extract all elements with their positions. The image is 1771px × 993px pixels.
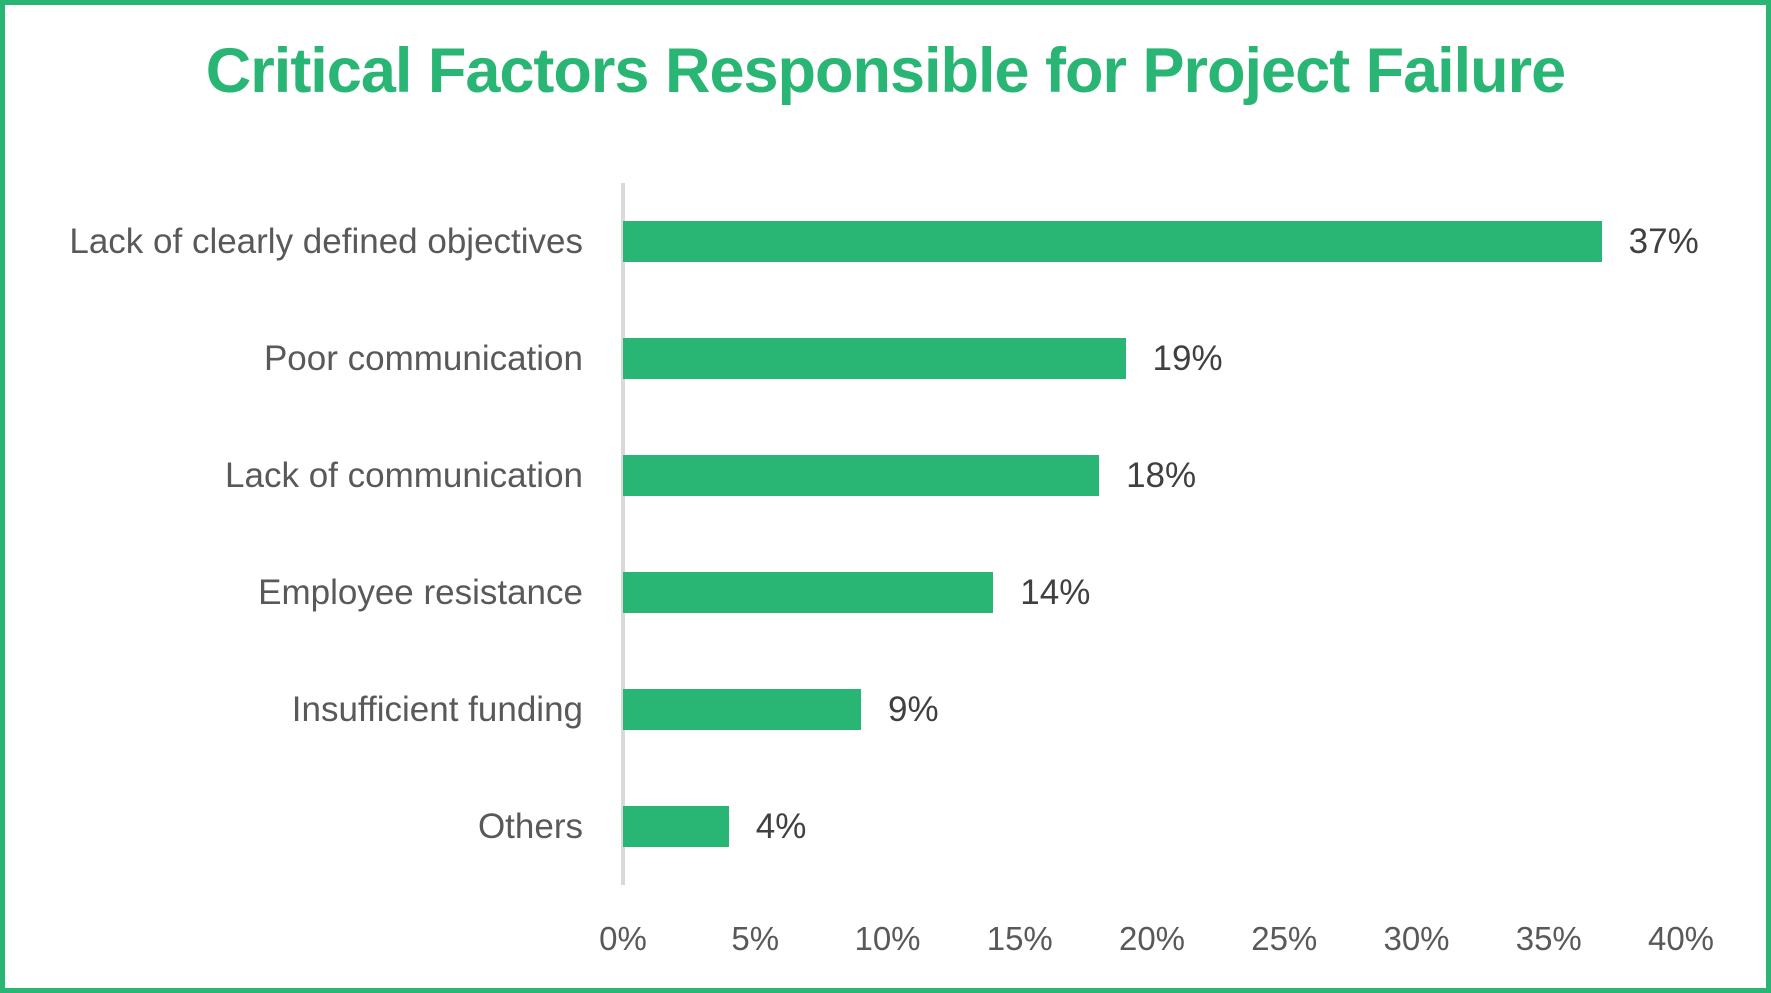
value-label: 4% [755, 806, 807, 846]
x-tick-label: 5% [731, 920, 780, 957]
plot-area: Lack of clearly defined objectives 37% Poo… [5, 5, 1766, 988]
bar [623, 572, 994, 613]
bar [623, 689, 862, 730]
value-label: 14% [1020, 572, 1091, 612]
value-label: 18% [1126, 455, 1197, 495]
category-axis-line [621, 183, 625, 885]
x-tick-label: 10% [854, 920, 921, 957]
chart-title: Critical Factors Responsible for Project… [205, 36, 1566, 106]
category-label: Others [477, 806, 583, 846]
category-label: Employee resistance [258, 572, 583, 612]
bar [623, 806, 729, 847]
value-label: 37% [1628, 221, 1699, 261]
category-label: Poor communication [263, 338, 583, 378]
x-tick-label: 20% [1118, 920, 1186, 957]
x-tick-label: 40% [1647, 920, 1715, 957]
category-label: Insufficient funding [291, 689, 583, 729]
category-label: Lack of communication [225, 455, 583, 495]
bar [623, 221, 1602, 262]
x-tick-label: 15% [986, 920, 1053, 957]
x-tick-label: 35% [1515, 920, 1582, 957]
category-label: Lack of clearly defined objectives [69, 221, 583, 261]
bar [623, 338, 1126, 379]
x-tick-label: 30% [1383, 920, 1450, 957]
x-tick-label: 0% [599, 920, 647, 957]
value-label: 19% [1152, 338, 1223, 378]
x-tick-label: 25% [1251, 920, 1318, 957]
bar [623, 455, 1100, 496]
value-label: 9% [888, 689, 939, 729]
